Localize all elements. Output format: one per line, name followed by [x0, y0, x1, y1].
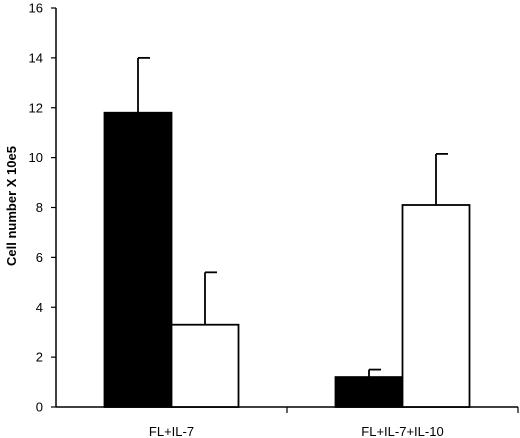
y-tick-label: 6 [36, 250, 43, 265]
y-tick-label: 2 [36, 350, 43, 365]
x-category-label: FL+IL-7+IL-10 [361, 424, 443, 438]
bar [334, 376, 404, 408]
y-tick-label: 8 [36, 200, 43, 215]
y-tick-label: 10 [29, 150, 43, 165]
y-tick-label: 0 [36, 400, 43, 415]
y-tick-labels: 0 2 4 6 8 10 12 14 16 [29, 1, 43, 415]
bar [103, 111, 173, 408]
y-tick-label: 16 [29, 1, 43, 16]
bars [103, 111, 471, 408]
y-axis-title: Cell number X 10e5 [4, 146, 19, 266]
x-category-label: FL+IL-7 [149, 424, 194, 438]
y-tick-label: 12 [29, 100, 43, 115]
bar [401, 204, 471, 408]
bar [170, 323, 240, 408]
y-tick-label: 14 [29, 50, 43, 65]
y-tick-label: 4 [36, 300, 43, 315]
error-bars [137, 56, 448, 378]
x-category-labels: FL+IL-7 FL+IL-7+IL-10 [149, 424, 444, 438]
